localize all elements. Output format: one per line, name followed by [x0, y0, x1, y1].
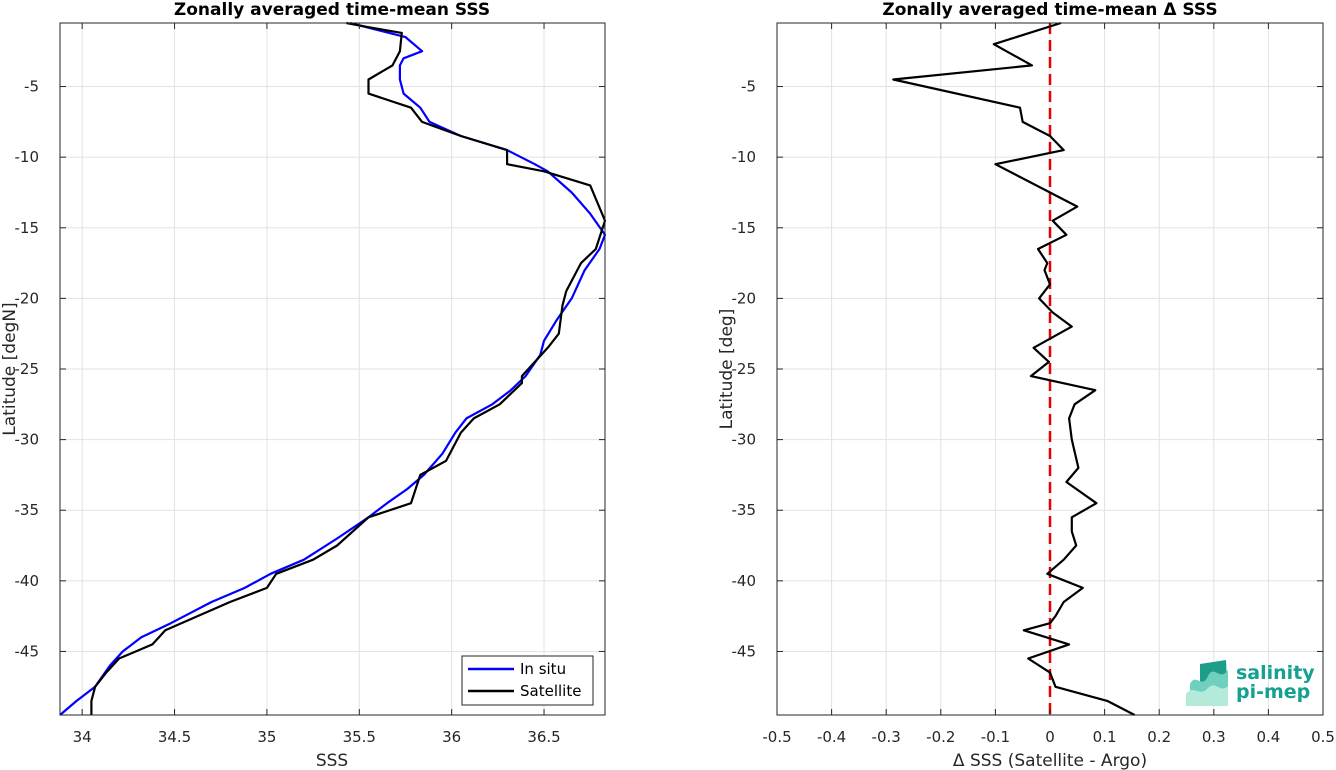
legend-in-situ-label: In situ: [520, 660, 566, 678]
sss-y-tick-label: -30: [15, 431, 40, 449]
delta-sss-y-tick-label: -30: [732, 431, 757, 449]
logo-wave-icon: [1186, 660, 1228, 706]
delta-sss-x-tick-label: 0.1: [1093, 728, 1117, 746]
delta-sss-tick-labels: -0.5 -0.4 -0.3 -0.2 -0.1 0 0.1 0.2 0.3 0.4 0.5 -45 -…: [732, 23, 1335, 746]
sss-panel: Zonally averaged time-mean SSS 34 34.5 35 3…: [0, 0, 607, 770]
salinity-pi-mep-logo: salinity pi-mep: [1186, 660, 1315, 706]
delta-sss-x-axis-label: Δ SSS (Satellite - Argo): [953, 751, 1147, 770]
sss-x-axis-label: SSS: [316, 751, 348, 770]
logo-line-2: pi-mep: [1236, 681, 1310, 703]
delta-sss-y-tick-label: -35: [732, 501, 757, 519]
sss-y-tick-label: -15: [15, 219, 40, 237]
sss-grid: [60, 23, 605, 715]
sss-y-tick-label: -40: [15, 572, 40, 590]
sss-y-tick-label: -45: [15, 642, 40, 660]
delta-sss-y-tick-label: -5: [741, 78, 756, 96]
sss-y-tick-label: -35: [15, 501, 40, 519]
delta-sss-x-tick-label: 0.3: [1202, 728, 1226, 746]
delta-sss-x-tick-label: 0.2: [1147, 728, 1171, 746]
delta-sss-x-tick-label: -0.5: [762, 728, 791, 746]
delta-sss-x-tick-label: -0.3: [872, 728, 901, 746]
sss-x-tick-label: 36.5: [527, 728, 560, 746]
delta-sss-y-tick-label: -45: [732, 642, 757, 660]
legend-box: [461, 655, 594, 706]
sss-x-tick-label: 34.5: [158, 728, 191, 746]
sss-chart-title: Zonally averaged time-mean SSS: [174, 0, 490, 20]
delta-sss-panel: Zonally averaged time-mean Δ SSS -0.5 -0.…: [717, 0, 1335, 770]
sss-y-tick-label: -20: [15, 289, 40, 307]
sss-x-tick-label: 35.5: [343, 728, 376, 746]
delta-sss-x-tick-label: 0.4: [1256, 728, 1280, 746]
delta-sss-y-tick-label: -25: [732, 360, 757, 378]
delta-sss-grid: [776, 23, 1324, 715]
sss-legend: In situ Satellite: [461, 655, 594, 706]
sss-y-tick-label: -10: [15, 148, 40, 166]
sss-y-axis-label: Latitude [degN]: [0, 302, 20, 435]
sss-series: [59, 21, 607, 716]
legend-satellite-label: Satellite: [520, 682, 581, 700]
delta-sss-x-tick-label: 0: [1045, 728, 1055, 746]
delta-sss-y-tick-label: -20: [732, 289, 757, 307]
delta-sss-y-axis-label: Latitude [deg]: [717, 309, 737, 430]
delta-sss-y-tick-label: -15: [732, 219, 757, 237]
delta-sss-x-tick-label: -0.2: [926, 728, 955, 746]
delta-sss-chart-title: Zonally averaged time-mean Δ SSS: [882, 0, 1217, 20]
delta-sss-y-tick-label: -10: [732, 148, 757, 166]
delta-sss-x-tick-label: -0.1: [981, 728, 1010, 746]
sss-tick-labels: 34 34.5 35 35.5 36 36.5 -45 -40 -35 -30 -25 -20 -15 -…: [15, 23, 605, 746]
sss-series-line-satellite: [90, 21, 607, 715]
delta-sss-series-line-delta: [892, 21, 1136, 716]
delta-sss-x-tick-label: -0.4: [817, 728, 846, 746]
sss-x-tick-label: 35: [257, 728, 276, 746]
sss-y-tick-label: -25: [15, 360, 40, 378]
delta-sss-y-tick-label: -40: [732, 572, 757, 590]
delta-sss-x-tick-label: 0.5: [1311, 728, 1335, 746]
delta-sss-series: [892, 21, 1136, 716]
sss-x-tick-label: 36: [442, 728, 461, 746]
sss-x-tick-label: 34: [73, 728, 92, 746]
sss-y-tick-label: -5: [24, 78, 39, 96]
logo-line-1: salinity: [1236, 662, 1315, 684]
